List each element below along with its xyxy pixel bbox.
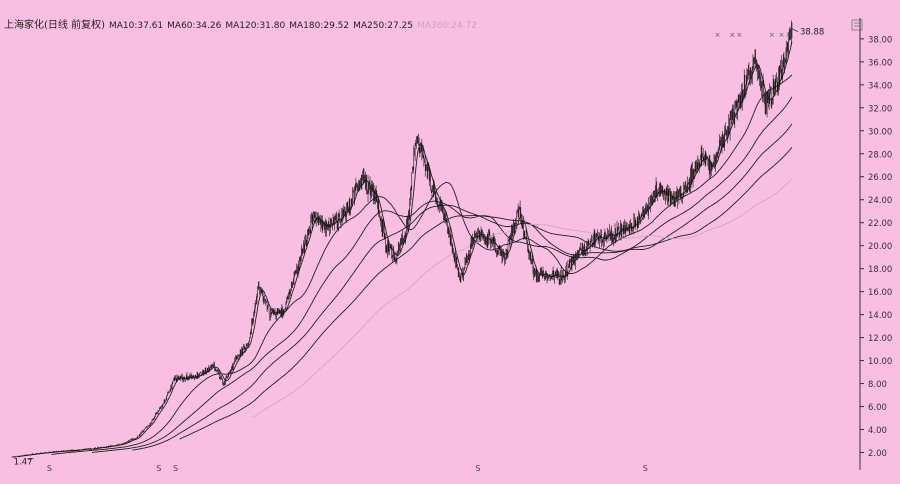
y-tick-label: 38.00	[868, 35, 892, 45]
y-tick-label: 18.00	[868, 265, 892, 275]
y-tick-label: 20.00	[868, 242, 892, 252]
ma-label-4: MA250:27.25	[353, 21, 413, 31]
y-tick-label: 10.00	[868, 357, 892, 367]
top-marker: ×	[779, 31, 785, 39]
event-marker: S	[475, 464, 480, 473]
ma-line-ma250	[179, 147, 793, 440]
y-tick-label: 36.00	[868, 58, 892, 68]
y-tick-label: 4.00	[868, 426, 887, 436]
y-tick-label: 26.00	[868, 173, 892, 183]
chart-header: 上海家化(日线 前复权) MA10:37.61 MA60:34.26 MA120:3…	[4, 18, 477, 31]
y-tick-label: 28.00	[868, 150, 892, 160]
y-tick-label: 6.00	[868, 403, 887, 413]
price-axis: 2.00 4.00 6.00 8.00 10.00 12.00 14.00 16.00 18.0…	[860, 35, 892, 459]
y-tick-label: 8.00	[868, 380, 887, 390]
ma-label-1: MA60:34.26	[167, 21, 221, 31]
y-tick-label: 2.00	[868, 449, 887, 459]
event-marker: S	[643, 464, 648, 473]
top-marker: ×	[729, 31, 735, 39]
y-tick-label: 22.00	[868, 219, 892, 229]
ma-label-3: MA180:29.52	[289, 21, 349, 31]
event-marker: S	[173, 464, 178, 473]
top-marker: ×	[715, 31, 721, 39]
moving-averages	[18, 41, 793, 458]
y-tick-label: 16.00	[868, 288, 892, 298]
ma-label-0: MA10:37.61	[109, 21, 163, 31]
candlesticks	[11, 20, 793, 458]
annotation-pointer	[791, 28, 799, 33]
ma-line-ma360	[253, 178, 793, 418]
y-tick-label: 32.00	[868, 104, 892, 114]
y-tick-label: 14.00	[868, 311, 892, 321]
ma-line-ma60	[51, 74, 793, 455]
ma-label-2: MA120:31.80	[225, 21, 285, 31]
low-price-label: 1.47	[14, 458, 33, 468]
ma-label-5: MA360:24.72	[417, 21, 477, 31]
ma-legend: MA10:37.61 MA60:34.26 MA120:31.80 MA180:29.…	[109, 21, 477, 31]
y-tick-label: 30.00	[868, 127, 892, 137]
event-marker: S	[156, 464, 161, 473]
ma-line-ma120	[92, 96, 793, 453]
high-price-label: 38.88	[800, 28, 824, 38]
y-tick-label: 34.00	[868, 81, 892, 91]
plot-area: 38.881.47 S S S S S× × × × × ×	[11, 20, 825, 473]
annotation-pointer	[27, 458, 34, 460]
settings-icon[interactable]	[851, 19, 863, 31]
event-marker: S	[47, 464, 52, 473]
ma-line-ma10	[18, 41, 793, 458]
top-marker: ×	[786, 31, 792, 39]
stock-title: 上海家化(日线 前复权)	[4, 18, 105, 31]
top-marker: ×	[736, 31, 742, 39]
ma-line-ma180	[132, 123, 793, 451]
y-tick-label: 24.00	[868, 196, 892, 206]
top-marker: ×	[769, 31, 775, 39]
annotations: 38.88 1.47	[14, 28, 825, 468]
event-markers: S S S S S× × × × × ×	[47, 31, 792, 473]
y-tick-label: 12.00	[868, 334, 892, 344]
